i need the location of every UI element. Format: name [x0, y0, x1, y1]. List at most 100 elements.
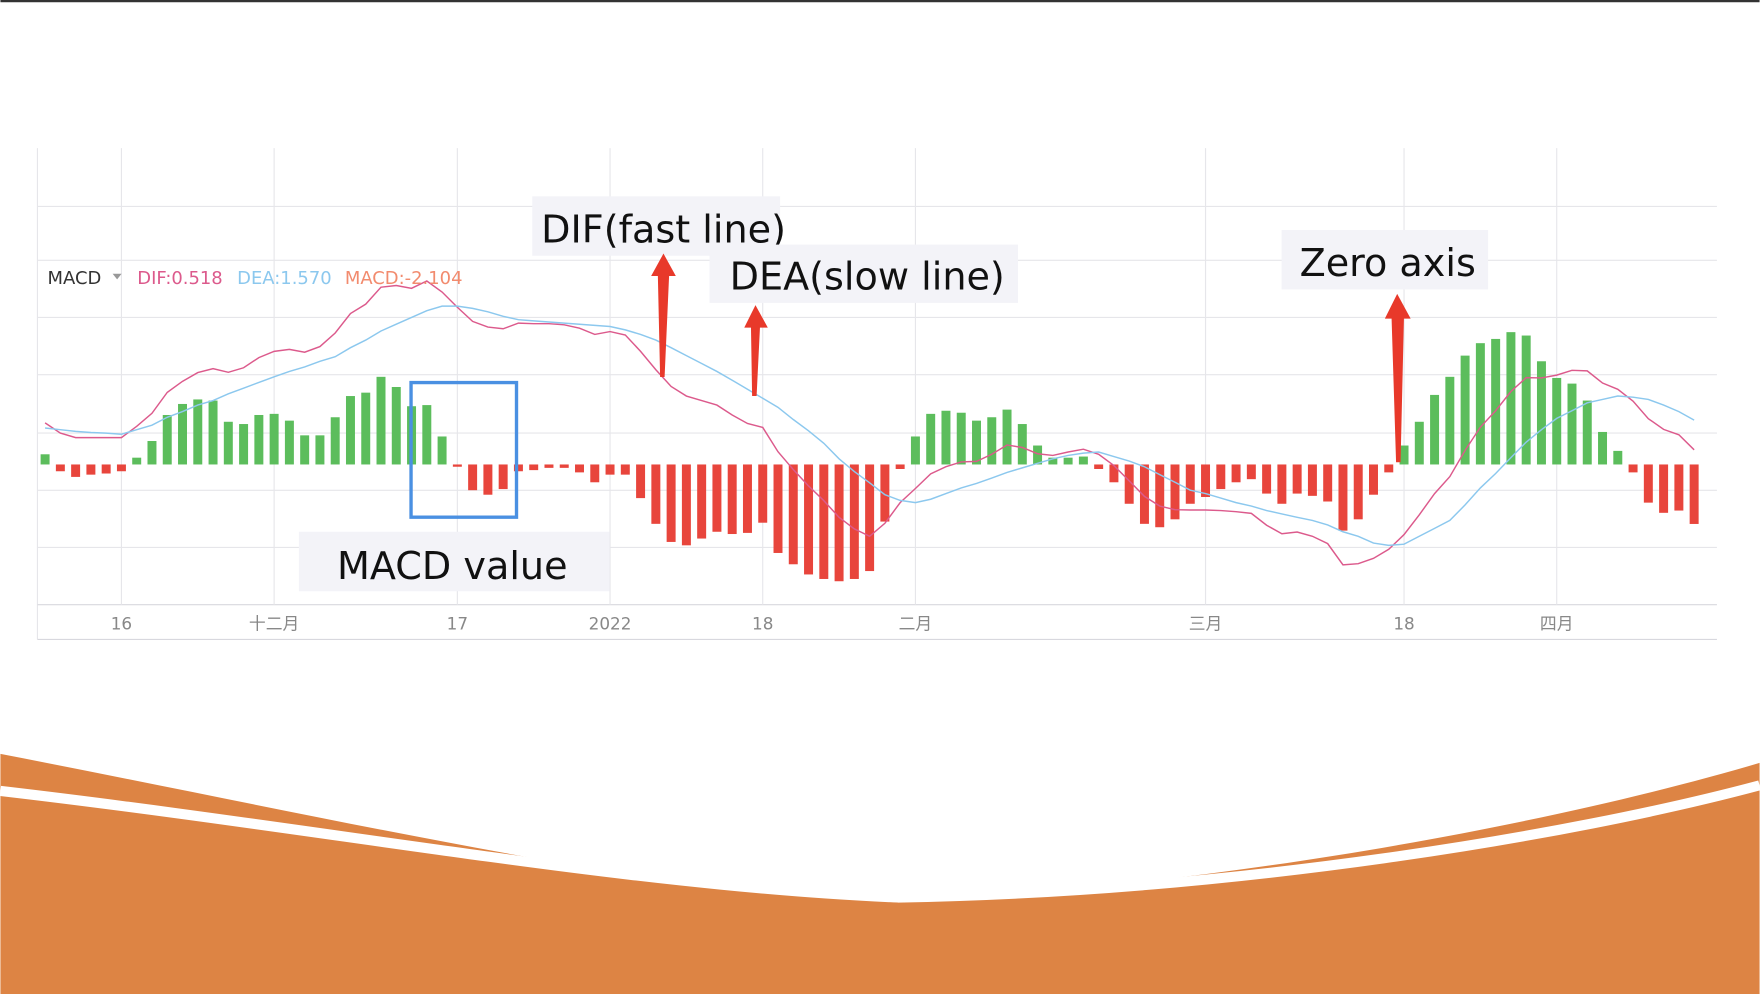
annotation: DEA(slow line) — [730, 254, 1005, 298]
macd-bar — [1124, 464, 1134, 504]
macd-bar — [1338, 464, 1348, 531]
macd-bar — [1475, 343, 1485, 465]
macd-bar — [1155, 464, 1165, 528]
macd-bar — [1139, 464, 1149, 524]
macd-bar — [1170, 464, 1180, 520]
macd-bar — [1659, 464, 1669, 513]
annotation-box — [1281, 229, 1489, 290]
macd-bar — [666, 464, 676, 542]
x-tick-label: 十二月 — [249, 613, 299, 633]
legend-entry: MACD:-2.104 — [345, 268, 463, 289]
macd-bar — [1491, 338, 1501, 465]
macd-bar — [575, 464, 584, 473]
macd-bar — [1231, 464, 1241, 483]
wave — [0, 753, 1760, 994]
macd-bar — [529, 464, 539, 471]
arrow — [651, 253, 676, 377]
macd-bar — [926, 413, 936, 465]
macd-bar — [1002, 409, 1012, 465]
macd-bar — [55, 464, 65, 472]
x-tick-label: 17 — [447, 613, 468, 633]
macd-bar — [773, 464, 783, 553]
macd-bar — [972, 420, 981, 465]
macd-bar — [71, 464, 81, 477]
macd-bar — [727, 464, 737, 535]
macd-bar — [1369, 464, 1378, 495]
macd-bar — [910, 436, 920, 465]
macd-bar — [849, 464, 859, 579]
macd-bar — [1506, 332, 1516, 465]
macd-bar — [1109, 464, 1119, 483]
macd-bar — [987, 417, 997, 465]
macd-bar — [1399, 445, 1409, 465]
plot: 16 十二月 17 2022 18 二月 三月 18 四月 — [40, 148, 1699, 633]
annotation-box — [709, 244, 1018, 303]
macd-bar — [1674, 464, 1684, 511]
x-tick-label: 二月 — [899, 613, 933, 633]
macd-bar — [681, 464, 691, 546]
macd-bar — [132, 457, 142, 465]
x-tick-label: 2022 — [589, 613, 632, 633]
macd-bar — [239, 424, 249, 465]
macd-bar — [895, 464, 905, 469]
macd-bar — [101, 464, 111, 474]
macd-bar — [483, 464, 493, 495]
macd-bar — [300, 435, 310, 465]
macd-bar — [1643, 464, 1653, 503]
macd-bar — [941, 410, 951, 465]
x-tick-label: 18 — [1393, 613, 1414, 633]
macd-bar — [1552, 377, 1562, 465]
macd-bar — [498, 464, 508, 490]
macd-bar — [147, 441, 157, 465]
legend-caret — [112, 273, 122, 280]
macd-bar — [1460, 355, 1470, 465]
macd-bar — [1598, 431, 1608, 465]
macd-bar — [437, 436, 447, 465]
macd-bar — [208, 400, 218, 465]
macd-bar — [605, 464, 615, 475]
macd-bar — [1430, 394, 1440, 465]
chart-frame — [36, 148, 1717, 641]
macd-bar — [254, 414, 264, 465]
macd-bar — [40, 454, 50, 465]
macd-bar — [1216, 464, 1226, 490]
macd-bar — [865, 464, 875, 572]
macd-bar — [1094, 464, 1104, 469]
macd-bar — [1078, 456, 1088, 465]
macd-bar — [697, 464, 707, 539]
macd-bar — [1307, 464, 1317, 496]
macd-bar — [1521, 335, 1531, 465]
macd-bar — [1323, 464, 1333, 502]
macd-bar — [422, 405, 432, 465]
annotation: DIF(fast line) — [541, 207, 786, 251]
macd-bar — [330, 417, 340, 465]
wave-stripe — [0, 780, 1760, 903]
macd-bar — [1292, 464, 1302, 494]
macd-bar — [315, 435, 325, 465]
macd-bar — [1567, 383, 1577, 465]
macd-bar — [712, 464, 722, 532]
macd-bar — [880, 464, 890, 522]
macd-bar — [636, 464, 646, 499]
macd-bar — [391, 386, 401, 465]
macd-bar — [742, 464, 752, 533]
macd-bar — [1063, 457, 1073, 465]
macd-bar — [1445, 376, 1455, 465]
macd-bar — [1384, 464, 1394, 473]
macd-bar — [116, 464, 126, 472]
x-tick-label: 三月 — [1189, 613, 1223, 633]
legend-entry: DIF:0.518 — [137, 268, 222, 289]
annotation-box — [298, 531, 610, 592]
macd-bar — [86, 464, 96, 475]
macd-bar — [651, 464, 661, 524]
x-tick-label: 四月 — [1540, 613, 1574, 633]
macd-bar — [590, 464, 600, 483]
macd-bar — [452, 464, 462, 467]
macd-bar — [1613, 450, 1623, 465]
macd-bar — [1628, 464, 1638, 473]
line-0 — [44, 280, 1695, 566]
macd-bar — [376, 376, 386, 465]
macd-bar — [284, 420, 294, 465]
macd-bar — [1689, 464, 1699, 524]
